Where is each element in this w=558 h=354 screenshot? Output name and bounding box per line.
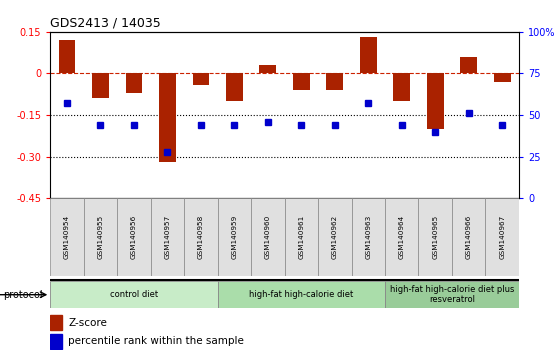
Bar [251,198,285,276]
Bar [385,281,519,308]
Bar [218,198,251,276]
Bar [318,198,352,276]
Text: GSM140966: GSM140966 [466,215,472,259]
Bar [126,74,142,93]
Text: GSM140959: GSM140959 [232,215,237,259]
Text: high-fat high-calorie diet: high-fat high-calorie diet [249,290,353,299]
Bar [485,198,519,276]
Bar [117,198,151,276]
Bar [92,74,109,98]
Bar [84,198,117,276]
Text: GSM140958: GSM140958 [198,215,204,259]
Text: GSM140961: GSM140961 [299,215,304,259]
Text: control diet: control diet [110,290,158,299]
Text: protocol: protocol [3,290,42,299]
Bar [50,334,62,348]
Bar [259,65,276,74]
Text: percentile rank within the sample: percentile rank within the sample [68,336,244,346]
Text: GSM140957: GSM140957 [165,215,170,259]
Text: GSM140956: GSM140956 [131,215,137,259]
Bar [352,198,385,276]
Text: GSM140955: GSM140955 [98,215,103,259]
Text: GSM140964: GSM140964 [399,215,405,259]
Bar [50,315,62,330]
Bar [184,198,218,276]
Bar [193,74,209,85]
Bar [494,74,511,82]
Bar [427,74,444,129]
Bar [326,74,343,90]
Bar [159,74,176,162]
Text: GSM140963: GSM140963 [365,215,371,259]
Text: high-fat high-calorie diet plus
resveratrol: high-fat high-calorie diet plus resverat… [390,285,514,304]
Bar [452,198,485,276]
Text: Z-score: Z-score [68,318,107,328]
Text: GSM140967: GSM140967 [499,215,505,259]
Text: GDS2413 / 14035: GDS2413 / 14035 [50,16,161,29]
Bar [393,74,410,101]
Bar [285,198,318,276]
Bar [151,198,184,276]
Bar [293,74,310,90]
Bar [59,40,75,74]
Bar [50,198,84,276]
Bar [418,198,452,276]
Bar [218,281,385,308]
Bar [50,281,218,308]
Text: GSM140965: GSM140965 [432,215,438,259]
Bar [226,74,243,101]
Bar [385,198,418,276]
Text: GSM140954: GSM140954 [64,215,70,259]
Bar [360,38,377,74]
Bar [460,57,477,74]
Text: GSM140960: GSM140960 [265,215,271,259]
Text: GSM140962: GSM140962 [332,215,338,259]
